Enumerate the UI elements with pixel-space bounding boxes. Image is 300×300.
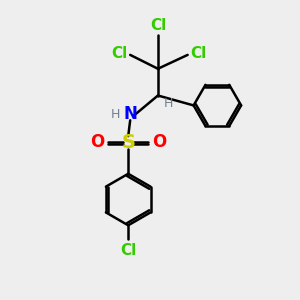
Text: Cl: Cl bbox=[120, 243, 136, 258]
Text: Cl: Cl bbox=[150, 18, 166, 33]
Text: H: H bbox=[164, 98, 173, 110]
Text: O: O bbox=[152, 133, 166, 151]
Text: H: H bbox=[111, 108, 120, 121]
Text: O: O bbox=[90, 133, 104, 151]
Text: N: N bbox=[123, 105, 137, 123]
Text: Cl: Cl bbox=[190, 46, 207, 62]
Text: Cl: Cl bbox=[111, 46, 127, 62]
Text: S: S bbox=[121, 133, 135, 152]
